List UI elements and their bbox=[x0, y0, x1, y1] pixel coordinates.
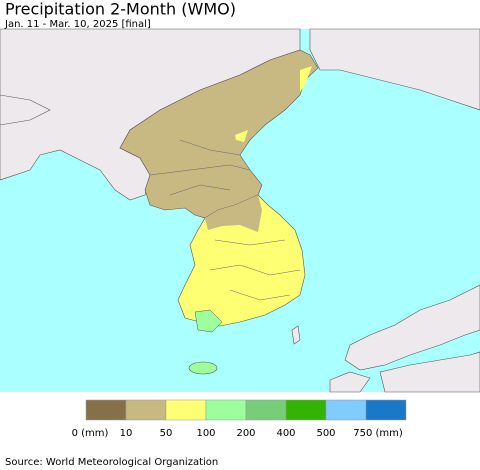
tsushima bbox=[291, 325, 301, 345]
legend-label: 500 bbox=[316, 428, 335, 439]
legend-swatch bbox=[85, 399, 127, 421]
legend-swatch bbox=[165, 399, 207, 421]
legend-label: 100 bbox=[196, 428, 215, 439]
north-korea-east bbox=[235, 66, 312, 142]
legend-label: 10 bbox=[120, 428, 133, 439]
legend-swatch bbox=[285, 399, 327, 421]
south-coast-green bbox=[194, 309, 223, 333]
legend-swatch bbox=[365, 399, 407, 421]
russia bbox=[309, 28, 480, 111]
subtitle: Jan. 11 - Mar. 10, 2025 [final] bbox=[4, 19, 151, 30]
legend-label: 50 bbox=[160, 428, 173, 439]
legend-swatch bbox=[125, 399, 167, 421]
map bbox=[0, 28, 480, 393]
legend-label: 750 (mm) bbox=[353, 428, 403, 439]
legend-label: 400 bbox=[276, 428, 295, 439]
source: Source: World Meteorological Organizatio… bbox=[5, 457, 218, 468]
legend-swatch bbox=[205, 399, 247, 421]
legend: 0 (mm) 10 50 100 200 400 500 750 (mm) bbox=[72, 399, 407, 439]
jeju bbox=[188, 361, 218, 375]
legend-swatch bbox=[325, 399, 367, 421]
title: Precipitation 2-Month (WMO) bbox=[5, 0, 236, 19]
legend-label: 200 bbox=[236, 428, 255, 439]
legend-swatch bbox=[245, 399, 287, 421]
legend-label: 0 (mm) bbox=[72, 428, 109, 439]
japan bbox=[329, 284, 480, 393]
provinces bbox=[149, 139, 301, 301]
south-korea-tan bbox=[205, 195, 262, 232]
